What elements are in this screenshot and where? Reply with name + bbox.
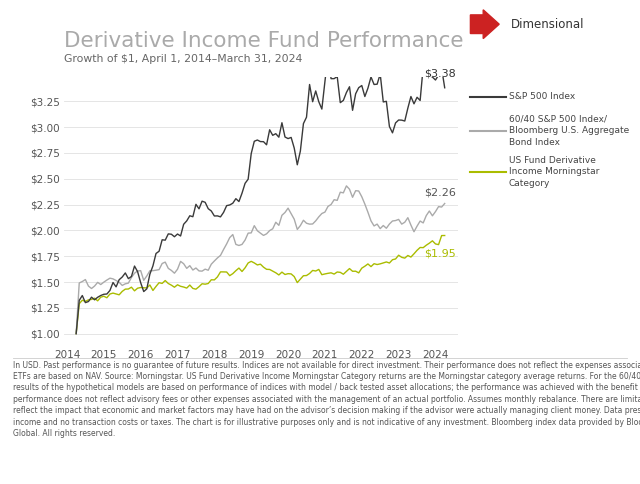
Text: 60/40 S&P 500 Index/
Bloomberg U.S. Aggregate
Bond Index: 60/40 S&P 500 Index/ Bloomberg U.S. Aggr… — [509, 114, 629, 147]
Text: $1.95: $1.95 — [424, 249, 456, 259]
Text: $3.38: $3.38 — [424, 68, 456, 78]
FancyArrow shape — [470, 10, 499, 39]
Text: US Fund Derivative
Income Morningstar
Category: US Fund Derivative Income Morningstar Ca… — [509, 155, 599, 188]
Text: Derivative Income Fund Performance: Derivative Income Fund Performance — [64, 31, 463, 51]
Text: Dimensional: Dimensional — [511, 18, 584, 30]
Text: In USD. Past performance is no guarantee of future results. Indices are not avai: In USD. Past performance is no guarantee… — [13, 361, 640, 439]
Text: S&P 500 Index: S&P 500 Index — [509, 92, 575, 101]
Text: $2.26: $2.26 — [424, 187, 456, 197]
Text: Growth of $1, April 1, 2014–March 31, 2024: Growth of $1, April 1, 2014–March 31, 20… — [64, 54, 302, 64]
